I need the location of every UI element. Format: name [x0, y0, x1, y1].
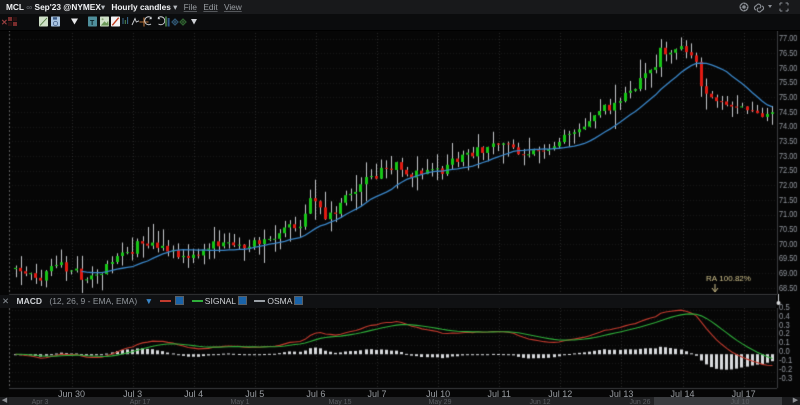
svg-text:T: T [90, 20, 95, 27]
svg-text:✕: ✕ [1, 18, 8, 27]
